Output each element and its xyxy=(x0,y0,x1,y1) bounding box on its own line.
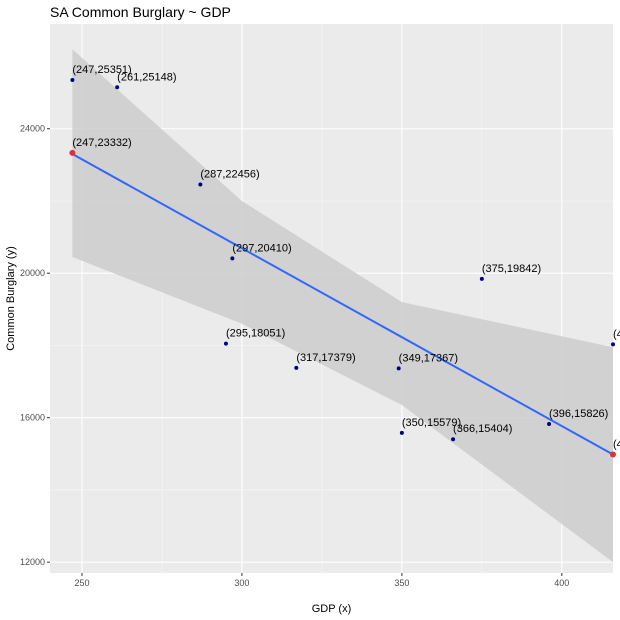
confidence-band xyxy=(72,49,614,563)
x-tick-label: 350 xyxy=(394,578,409,588)
data-point xyxy=(396,366,401,371)
x-tick-label: 400 xyxy=(554,578,569,588)
data-point xyxy=(451,437,456,442)
data-point-label: (261,25148) xyxy=(117,71,176,83)
chart-title: SA Common Burglary ~ GDP xyxy=(50,4,231,20)
data-point-label: (350,15579) xyxy=(402,417,461,429)
y-axis-title: Common Burglary (y) xyxy=(5,246,17,351)
highlighted-data-point xyxy=(69,149,76,156)
data-point xyxy=(223,341,228,346)
y-tick-label: 20000 xyxy=(20,268,45,278)
data-point xyxy=(70,77,75,82)
data-point xyxy=(198,182,203,187)
data-point xyxy=(399,430,404,435)
data-point-label: (297,20410) xyxy=(232,242,291,254)
data-point xyxy=(230,256,235,261)
x-axis-title: GDP (x) xyxy=(312,603,352,615)
data-point-label: (247,23332) xyxy=(72,137,131,149)
y-tick-label: 24000 xyxy=(20,124,45,134)
data-point-label: (416, xyxy=(613,439,620,451)
data-point-label: (317,17379) xyxy=(296,352,355,364)
x-tick-label: 300 xyxy=(234,578,249,588)
data-point xyxy=(479,276,484,281)
y-tick-label: 12000 xyxy=(20,557,45,567)
x-tick-label: 250 xyxy=(74,578,89,588)
y-tick-label: 16000 xyxy=(20,413,45,423)
data-point xyxy=(611,342,615,347)
data-point xyxy=(547,421,552,426)
data-point-label: (349,17367) xyxy=(399,352,458,364)
data-point xyxy=(115,85,120,90)
regression-line xyxy=(71,153,614,456)
data-point-label: (416, xyxy=(613,328,620,340)
highlighted-data-point xyxy=(610,451,616,458)
data-point-label: (375,19842) xyxy=(482,263,541,275)
data-point-label: (295,18051) xyxy=(226,328,285,340)
data-point-label: (287,22456) xyxy=(200,169,259,181)
data-point-label: (247,25351) xyxy=(72,64,131,76)
data-point xyxy=(294,365,299,370)
data-point-label: (396,15826) xyxy=(549,408,608,420)
data-point-label: (366,15404) xyxy=(453,423,512,435)
